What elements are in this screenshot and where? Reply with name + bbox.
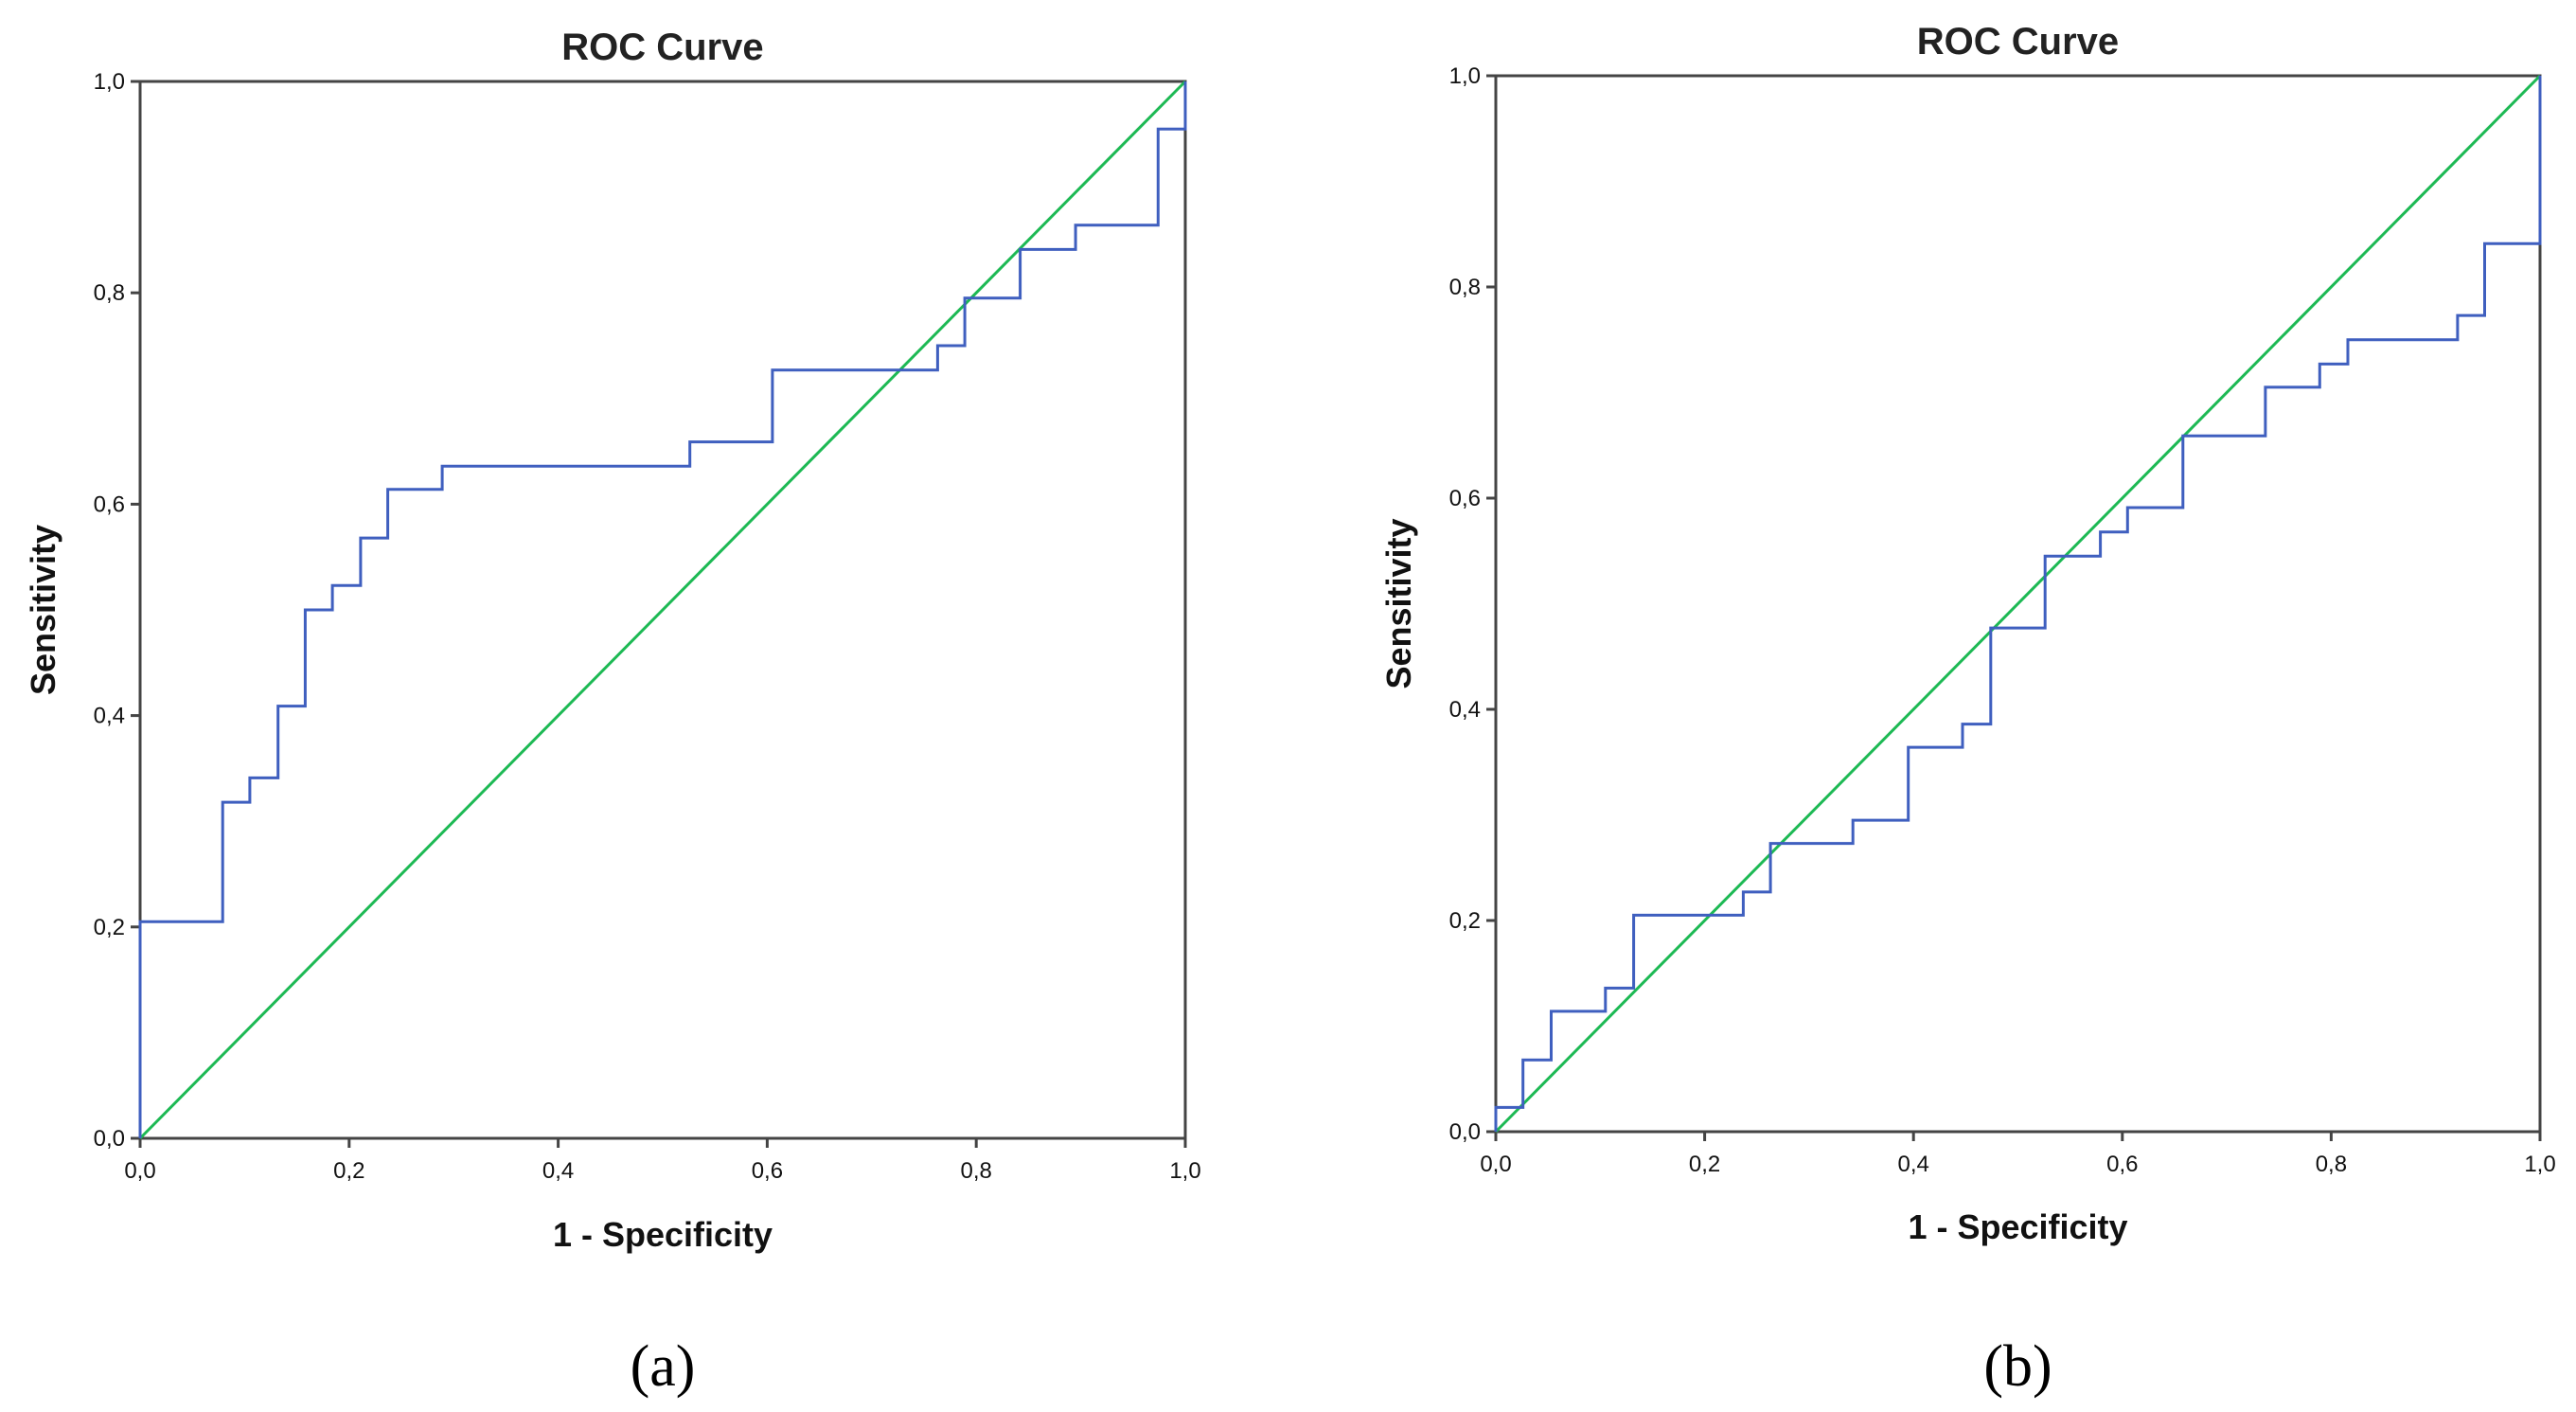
y-tick-label: 0,0 <box>1449 1119 1481 1145</box>
y-tick-label: 0,8 <box>94 280 125 306</box>
panel-label: (a) <box>631 1334 696 1399</box>
x-tick-label: 0,2 <box>1689 1152 1720 1177</box>
x-tick-label: 0,2 <box>333 1158 364 1184</box>
y-tick-label: 0,2 <box>1449 908 1481 934</box>
y-axis-label: Sensitivity <box>24 525 62 695</box>
roc-curve-line <box>1494 76 2542 1132</box>
y-axis-label: Sensitivity <box>1379 518 1418 688</box>
x-axis-label: 1 - Specificity <box>553 1215 773 1254</box>
x-tick-label: 0,6 <box>2106 1152 2138 1177</box>
chart-title: ROC Curve <box>1917 21 2119 63</box>
x-tick-label: 0,8 <box>2316 1152 2347 1177</box>
roc-curve-line <box>138 81 1187 1138</box>
roc-panel-b: ROC Curve 0,0 0,2 0,4 0,6 0,8 1,0 0,0 0,2 0,4 0,6 0… <box>1379 21 2556 1399</box>
plot-frame <box>1494 74 2542 1134</box>
y-tick-label: 1,0 <box>94 69 125 95</box>
x-tick-label: 0,4 <box>1898 1152 1929 1177</box>
reference-diagonal-line <box>1494 74 2542 1134</box>
y-tick-label: 0,0 <box>94 1126 125 1152</box>
x-tick-label: 0,0 <box>124 1158 155 1184</box>
plot-frame <box>138 80 1187 1140</box>
y-tick-label: 0,4 <box>1449 697 1481 723</box>
x-tick-label: 1,0 <box>2524 1152 2555 1177</box>
reference-diagonal-line <box>138 80 1187 1140</box>
y-tick-label: 1,0 <box>1449 63 1481 89</box>
y-tick-label: 0,6 <box>1449 486 1481 511</box>
panel-label: (b) <box>1983 1334 2052 1399</box>
y-tick-label: 0,4 <box>94 704 125 729</box>
x-tick-label: 0,8 <box>961 1158 992 1184</box>
x-tick-label: 0,0 <box>1480 1152 1511 1177</box>
y-tick-label: 0,6 <box>94 492 125 517</box>
y-tick-label: 0,2 <box>94 915 125 940</box>
roc-panel-a: ROC Curve 0,0 0,2 0,4 0,6 0,8 1,0 0,0 0,2 0,4 0,6 0… <box>24 27 1201 1399</box>
chart-title: ROC Curve <box>561 27 763 68</box>
y-tick-label: 0,8 <box>1449 275 1481 300</box>
x-tick-label: 0,4 <box>542 1158 574 1184</box>
x-tick-label: 0,6 <box>752 1158 783 1184</box>
x-axis-label: 1 - Specificity <box>1908 1207 2127 1246</box>
x-tick-label: 1,0 <box>1169 1158 1200 1184</box>
